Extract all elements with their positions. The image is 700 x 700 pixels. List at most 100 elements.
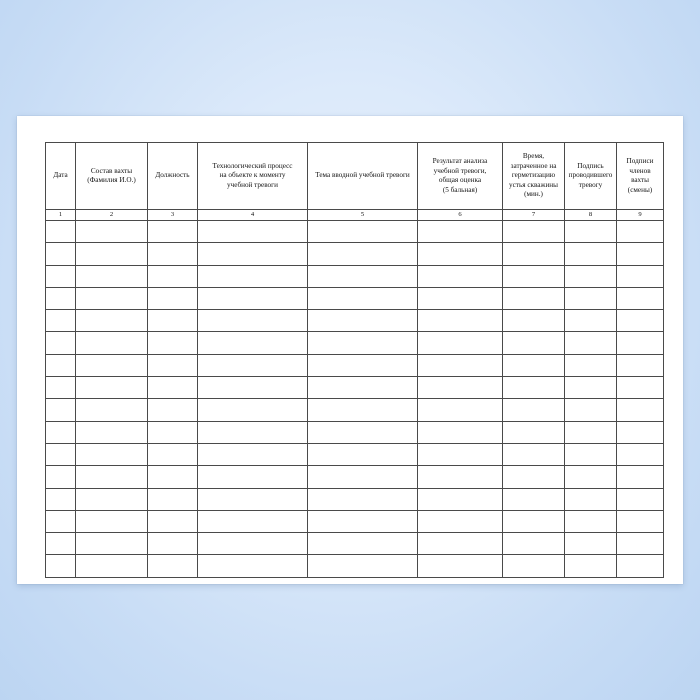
table-cell[interactable] [307, 264, 418, 288]
table-cell[interactable] [564, 554, 617, 578]
table-cell[interactable] [45, 487, 76, 511]
table-cell[interactable] [75, 242, 148, 266]
table-row[interactable] [45, 264, 664, 288]
table-row[interactable] [45, 532, 664, 556]
table-cell[interactable] [564, 242, 617, 266]
table-cell[interactable] [564, 532, 617, 556]
table-row[interactable] [45, 465, 664, 489]
table-cell[interactable] [564, 487, 617, 511]
table-cell[interactable] [564, 442, 617, 467]
table-cell[interactable] [45, 353, 76, 378]
table-cell[interactable] [307, 331, 418, 355]
table-row[interactable] [45, 554, 664, 578]
table-cell[interactable] [147, 398, 198, 422]
table-cell[interactable] [75, 442, 148, 467]
table-cell[interactable] [75, 420, 148, 444]
table-row[interactable] [45, 286, 664, 311]
table-cell[interactable] [564, 465, 617, 489]
table-cell[interactable] [616, 264, 664, 288]
table-cell[interactable] [45, 509, 76, 534]
table-cell[interactable] [75, 264, 148, 288]
table-cell[interactable] [616, 309, 664, 333]
table-cell[interactable] [564, 398, 617, 422]
table-cell[interactable] [502, 465, 565, 489]
table-cell[interactable] [197, 487, 308, 511]
table-cell[interactable] [75, 309, 148, 333]
table-cell[interactable] [197, 509, 308, 534]
table-cell[interactable] [45, 376, 76, 400]
table-cell[interactable] [147, 554, 198, 578]
table-cell[interactable] [307, 554, 418, 578]
table-row[interactable] [45, 509, 664, 534]
table-cell[interactable] [502, 353, 565, 378]
table-cell[interactable] [45, 420, 76, 444]
table-cell[interactable] [75, 286, 148, 311]
table-cell[interactable] [147, 532, 198, 556]
table-cell[interactable] [307, 442, 418, 467]
table-row[interactable] [45, 353, 664, 378]
table-cell[interactable] [147, 286, 198, 311]
table-cell[interactable] [197, 242, 308, 266]
table-cell[interactable] [564, 353, 617, 378]
table-cell[interactable] [147, 309, 198, 333]
table-cell[interactable] [307, 398, 418, 422]
table-cell[interactable] [197, 353, 308, 378]
table-cell[interactable] [197, 264, 308, 288]
table-cell[interactable] [75, 331, 148, 355]
table-cell[interactable] [147, 509, 198, 534]
table-cell[interactable] [75, 353, 148, 378]
table-cell[interactable] [147, 487, 198, 511]
table-cell[interactable] [75, 487, 148, 511]
table-cell[interactable] [616, 331, 664, 355]
table-cell[interactable] [307, 353, 418, 378]
table-cell[interactable] [147, 331, 198, 355]
table-row[interactable] [45, 487, 664, 511]
table-cell[interactable] [564, 509, 617, 534]
table-cell[interactable] [45, 331, 76, 355]
table-cell[interactable] [147, 353, 198, 378]
table-cell[interactable] [417, 465, 503, 489]
table-cell[interactable] [502, 331, 565, 355]
table-cell[interactable] [45, 442, 76, 467]
table-cell[interactable] [307, 509, 418, 534]
table-cell[interactable] [197, 331, 308, 355]
table-cell[interactable] [502, 376, 565, 400]
table-cell[interactable] [197, 219, 308, 244]
table-cell[interactable] [45, 532, 76, 556]
table-cell[interactable] [307, 376, 418, 400]
table-cell[interactable] [616, 487, 664, 511]
table-row[interactable] [45, 242, 664, 266]
table-cell[interactable] [616, 242, 664, 266]
table-cell[interactable] [417, 376, 503, 400]
table-cell[interactable] [45, 554, 76, 578]
table-cell[interactable] [307, 465, 418, 489]
table-cell[interactable] [197, 309, 308, 333]
table-cell[interactable] [417, 442, 503, 467]
table-row[interactable] [45, 219, 664, 244]
table-cell[interactable] [197, 398, 308, 422]
table-cell[interactable] [616, 420, 664, 444]
table-cell[interactable] [307, 309, 418, 333]
table-cell[interactable] [502, 309, 565, 333]
table-cell[interactable] [147, 264, 198, 288]
table-cell[interactable] [502, 554, 565, 578]
table-cell[interactable] [564, 376, 617, 400]
table-cell[interactable] [616, 442, 664, 467]
table-cell[interactable] [616, 376, 664, 400]
table-cell[interactable] [564, 286, 617, 311]
table-cell[interactable] [147, 219, 198, 244]
table-cell[interactable] [502, 509, 565, 534]
table-cell[interactable] [197, 532, 308, 556]
table-row[interactable] [45, 398, 664, 422]
table-cell[interactable] [417, 219, 503, 244]
table-cell[interactable] [307, 487, 418, 511]
table-cell[interactable] [417, 487, 503, 511]
table-cell[interactable] [417, 286, 503, 311]
table-cell[interactable] [45, 219, 76, 244]
table-row[interactable] [45, 331, 664, 355]
table-cell[interactable] [564, 420, 617, 444]
table-cell[interactable] [616, 532, 664, 556]
table-row[interactable] [45, 376, 664, 400]
table-cell[interactable] [307, 286, 418, 311]
table-cell[interactable] [75, 554, 148, 578]
